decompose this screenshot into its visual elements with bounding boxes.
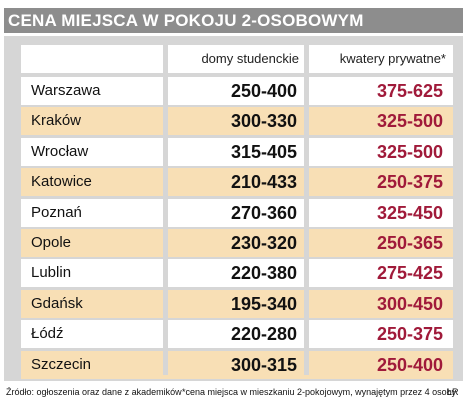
table-header-row [21,45,453,73]
kwatery-value-cell: 325-500 [376,142,443,162]
column-header-kwatery: kwatery prywatne* [339,51,446,66]
chart-title: CENA MIEJSCA W POKOJU 2-OSOBOWYM [8,11,364,30]
kwatery-value-cell: 325-500 [376,111,443,131]
column-separator [304,45,309,375]
kwatery-value-cell: 250-400 [376,355,443,375]
domy-value-cell: 195-340 [230,294,297,314]
kwatery-value-cell: 250-375 [376,324,443,344]
city-cell: Poznań [31,204,82,221]
source-note: Źródło: ogłoszenia oraz dane z akademikó… [6,387,182,397]
kwatery-value-cell: 300-450 [376,294,443,314]
credit: ŁR [447,387,459,397]
title-bar: CENA MIEJSCA W POKOJU 2-OSOBOWYM [4,8,463,33]
city-cell: Warszawa [31,82,101,99]
domy-value-cell: 230-320 [230,233,297,253]
column-separator [163,45,168,375]
domy-value-cell: 300-330 [230,111,297,131]
city-cell: Gdańsk [31,295,83,312]
footnote: *cena miejsca w mieszkaniu 2-pokojowym, … [182,387,457,397]
domy-value-cell: 300-315 [230,355,297,375]
domy-value-cell: 220-380 [230,263,297,283]
domy-value-cell: 270-360 [230,203,297,223]
table-row [21,259,453,287]
city-cell: Szczecin [31,356,92,373]
city-cell: Lublin [31,264,72,281]
table-row [21,199,453,227]
domy-value-cell: 250-400 [230,81,297,101]
city-cell: Łódź [31,325,64,342]
table-row [21,320,453,348]
city-cell: Kraków [31,112,82,129]
city-cell: Opole [31,234,72,251]
table-row [21,77,453,105]
column-header-domy: domy studenckie [201,51,299,66]
kwatery-value-cell: 250-365 [376,233,443,253]
city-cell: Katowice [31,173,92,190]
table-row [21,229,453,257]
domy-value-cell: 220-280 [230,324,297,344]
kwatery-value-cell: 375-625 [376,81,443,101]
table-row [21,168,453,196]
city-cell: Wrocław [31,143,89,160]
table-row [21,351,453,379]
kwatery-value-cell: 275-425 [376,263,443,283]
table-row [21,107,453,135]
domy-value-cell: 210-433 [230,172,297,192]
domy-value-cell: 315-405 [230,142,297,162]
table-row [21,138,453,166]
table-row [21,290,453,318]
kwatery-value-cell: 250-375 [376,172,443,192]
kwatery-value-cell: 325-450 [376,203,443,223]
